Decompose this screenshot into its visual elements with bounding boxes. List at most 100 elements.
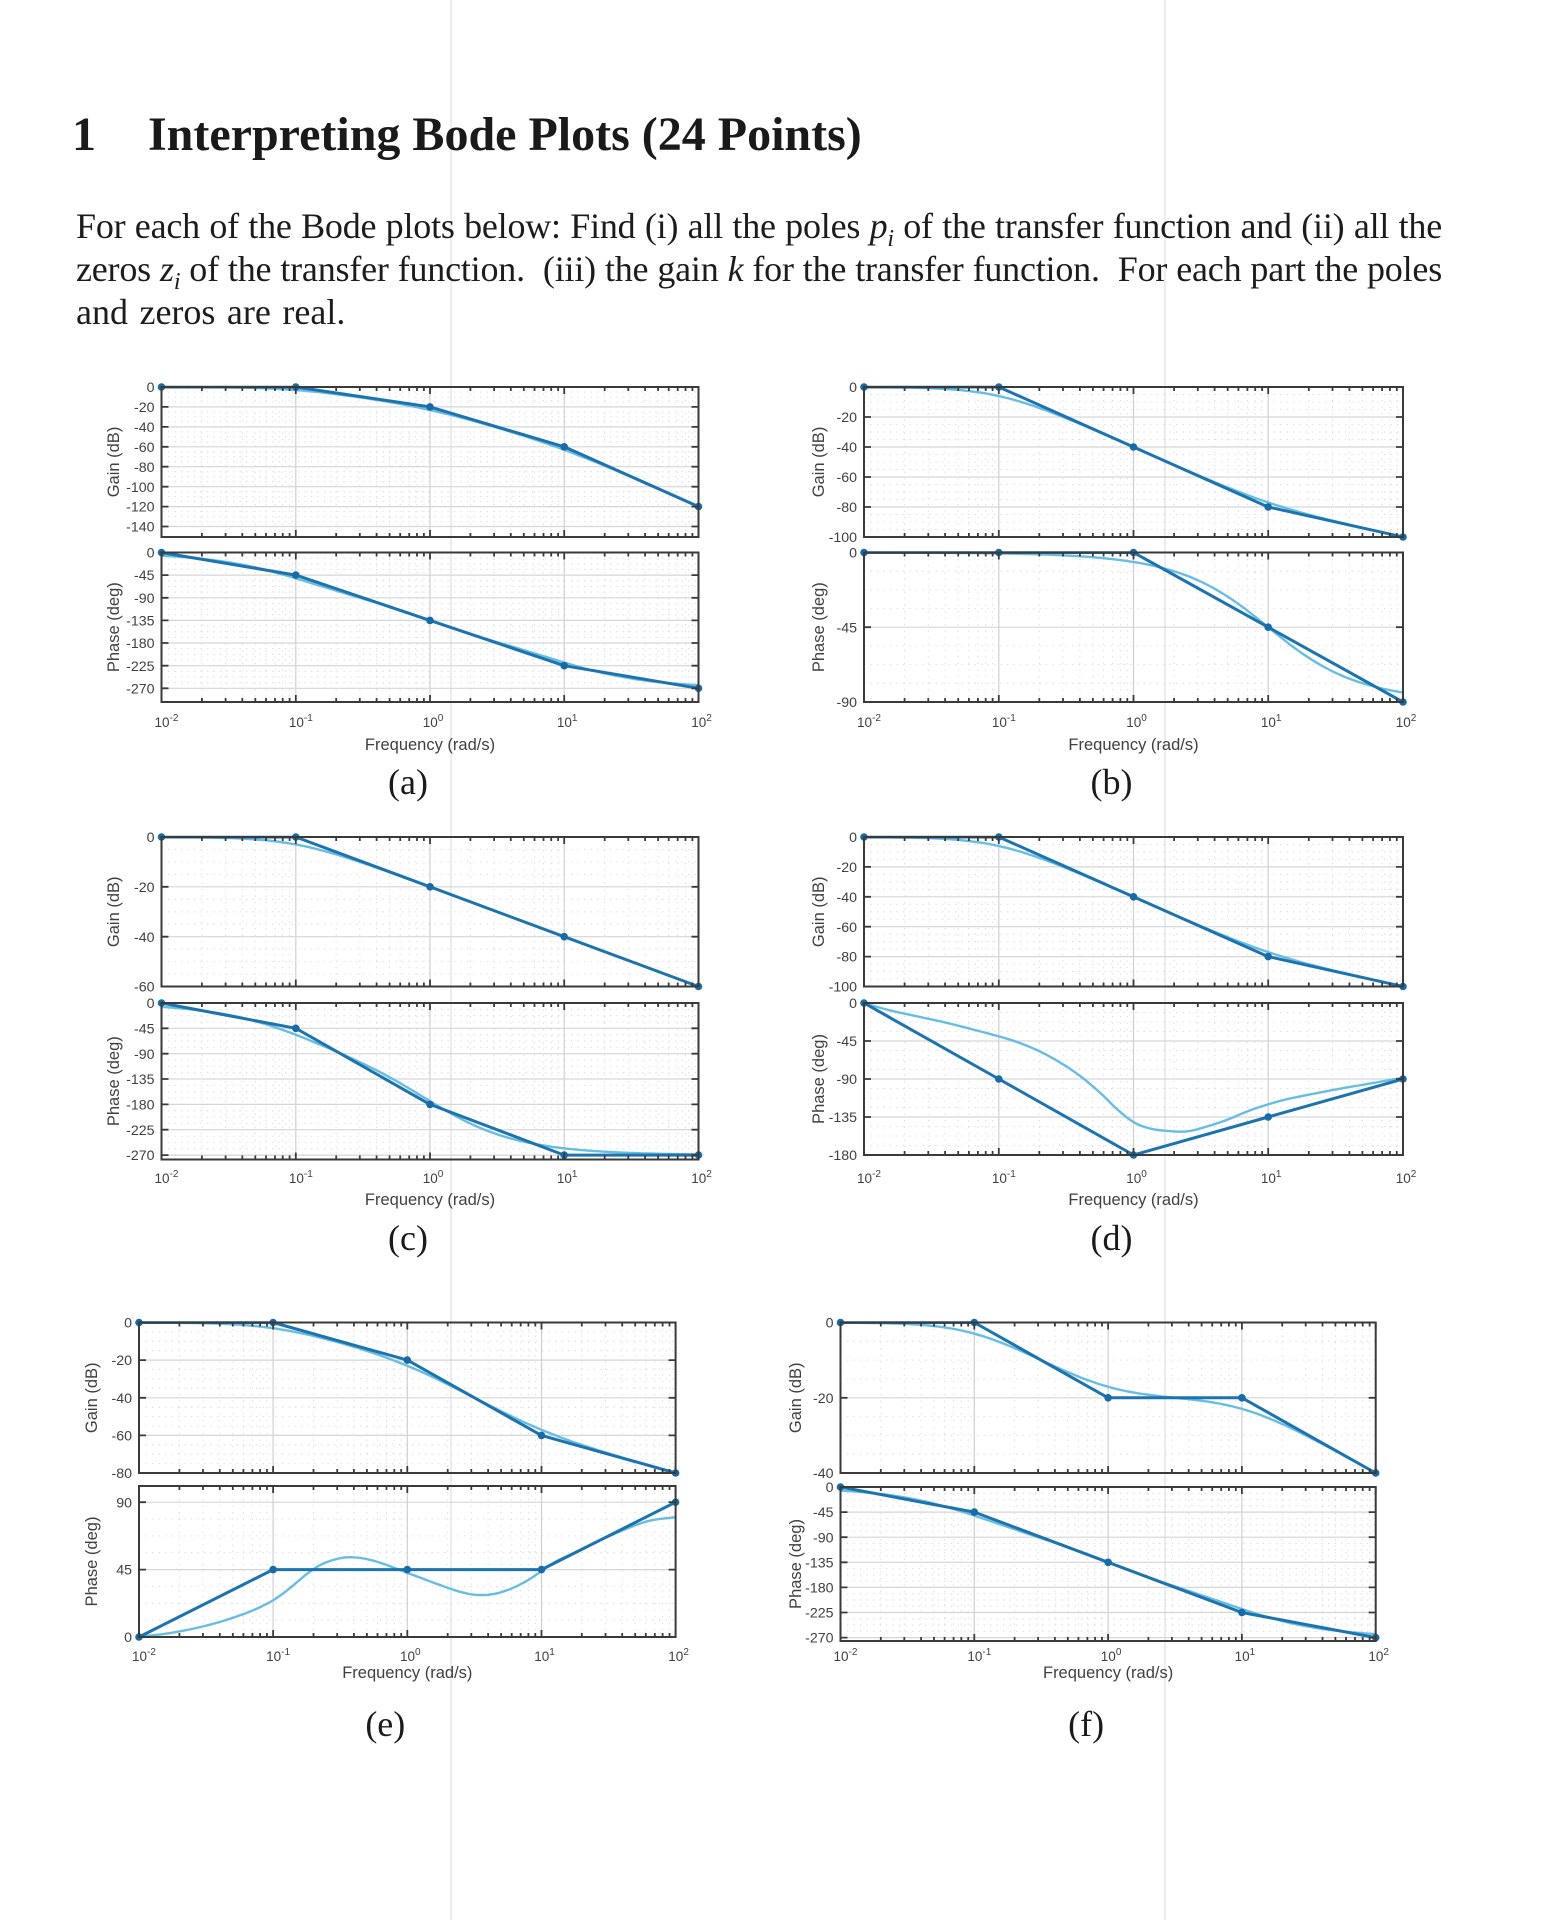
svg-text:-40: -40 (813, 1466, 834, 1482)
svg-text:-135: -135 (126, 1072, 155, 1088)
svg-text:-100: -100 (829, 530, 858, 546)
svg-text:Frequency (rad/s): Frequency (rad/s) (365, 736, 495, 754)
svg-text:Phase (deg): Phase (deg) (810, 582, 828, 672)
svg-text:10-1: 10-1 (289, 1169, 313, 1186)
svg-text:-90: -90 (836, 695, 857, 711)
svg-text:(e): (e) (365, 1704, 405, 1744)
svg-text:102: 102 (691, 713, 712, 730)
svg-text:-40: -40 (134, 930, 155, 946)
svg-text:-135: -135 (829, 1110, 858, 1126)
svg-text:10-2: 10-2 (132, 1647, 156, 1664)
svg-text:-20: -20 (813, 1391, 834, 1407)
svg-text:Frequency (rad/s): Frequency (rad/s) (1068, 736, 1198, 754)
svg-text:0: 0 (147, 996, 155, 1012)
svg-text:Gain (dB): Gain (dB) (810, 876, 828, 947)
svg-text:100: 100 (400, 1647, 421, 1664)
svg-text:-60: -60 (134, 980, 155, 996)
svg-text:-20: -20 (134, 880, 155, 896)
svg-text:Gain (dB): Gain (dB) (105, 427, 123, 498)
svg-text:100: 100 (423, 713, 444, 730)
svg-text:0: 0 (826, 1480, 834, 1496)
svg-text:-80: -80 (836, 500, 857, 516)
svg-text:-20: -20 (134, 400, 155, 416)
svg-text:-180: -180 (126, 636, 155, 652)
svg-text:-90: -90 (836, 1072, 857, 1088)
svg-text:-40: -40 (836, 890, 857, 906)
svg-text:-45: -45 (134, 1021, 155, 1037)
svg-text:10-2: 10-2 (155, 713, 179, 730)
svg-text:100: 100 (1126, 1169, 1147, 1186)
svg-text:90: 90 (116, 1495, 132, 1511)
svg-text:-90: -90 (134, 591, 155, 607)
svg-text:-20: -20 (836, 860, 857, 876)
svg-text:Frequency (rad/s): Frequency (rad/s) (365, 1191, 495, 1209)
svg-text:10-2: 10-2 (857, 1169, 881, 1186)
svg-text:-120: -120 (126, 500, 155, 516)
svg-text:(d): (d) (1091, 1218, 1133, 1258)
svg-text:10-2: 10-2 (834, 1647, 858, 1664)
svg-text:0: 0 (849, 996, 857, 1012)
svg-text:Gain (dB): Gain (dB) (105, 876, 123, 947)
svg-text:Gain (dB): Gain (dB) (83, 1362, 101, 1433)
svg-text:0: 0 (849, 830, 857, 846)
svg-text:-225: -225 (126, 1123, 155, 1139)
svg-text:-100: -100 (829, 980, 858, 996)
svg-text:Phase (deg): Phase (deg) (83, 1517, 101, 1607)
svg-text:102: 102 (1396, 1169, 1417, 1186)
svg-text:-100: -100 (126, 480, 155, 496)
svg-text:Gain (dB): Gain (dB) (810, 427, 828, 498)
svg-text:102: 102 (691, 1169, 712, 1186)
svg-text:10-2: 10-2 (155, 1169, 179, 1186)
svg-text:0: 0 (849, 380, 857, 396)
svg-text:Phase (deg): Phase (deg) (105, 582, 123, 672)
svg-text:0: 0 (147, 830, 155, 846)
svg-text:-60: -60 (134, 440, 155, 456)
svg-text:0: 0 (826, 1316, 834, 1332)
svg-text:-45: -45 (813, 1505, 834, 1521)
svg-text:-270: -270 (126, 1148, 155, 1164)
svg-text:-135: -135 (805, 1555, 834, 1571)
svg-text:0: 0 (849, 546, 857, 562)
svg-text:-180: -180 (126, 1098, 155, 1114)
svg-text:(a): (a) (388, 762, 428, 802)
svg-text:(b): (b) (1091, 762, 1133, 802)
svg-text:-225: -225 (126, 659, 155, 675)
svg-text:101: 101 (1261, 713, 1282, 730)
svg-text:10-2: 10-2 (857, 713, 881, 730)
svg-text:100: 100 (1101, 1647, 1122, 1664)
svg-text:Phase (deg): Phase (deg) (787, 1519, 805, 1609)
svg-text:-45: -45 (836, 1034, 857, 1050)
svg-text:(f): (f) (1068, 1704, 1104, 1744)
svg-text:-80: -80 (111, 1466, 132, 1482)
svg-text:-40: -40 (111, 1391, 132, 1407)
svg-text:0: 0 (147, 380, 155, 396)
svg-text:-60: -60 (111, 1429, 132, 1445)
svg-text:100: 100 (423, 1169, 444, 1186)
svg-text:45: 45 (116, 1563, 132, 1579)
svg-text:-90: -90 (134, 1047, 155, 1063)
svg-text:101: 101 (1261, 1169, 1282, 1186)
svg-text:Frequency (rad/s): Frequency (rad/s) (342, 1664, 472, 1682)
svg-text:10-1: 10-1 (992, 713, 1016, 730)
svg-text:-45: -45 (836, 620, 857, 636)
svg-text:-80: -80 (134, 460, 155, 476)
svg-text:Phase (deg): Phase (deg) (810, 1034, 828, 1124)
svg-text:-45: -45 (134, 568, 155, 584)
svg-text:Frequency (rad/s): Frequency (rad/s) (1043, 1664, 1173, 1682)
svg-text:-90: -90 (813, 1530, 834, 1546)
svg-text:-60: -60 (836, 920, 857, 936)
svg-text:-40: -40 (134, 420, 155, 436)
svg-text:-225: -225 (805, 1606, 834, 1622)
svg-text:-60: -60 (836, 470, 857, 486)
svg-text:-80: -80 (836, 950, 857, 966)
svg-text:0: 0 (124, 1630, 132, 1646)
svg-text:101: 101 (534, 1647, 555, 1664)
svg-text:-40: -40 (836, 440, 857, 456)
svg-text:0: 0 (147, 546, 155, 562)
svg-text:10-1: 10-1 (266, 1647, 290, 1664)
svg-text:101: 101 (557, 1169, 578, 1186)
svg-text:102: 102 (668, 1647, 689, 1664)
svg-text:-140: -140 (126, 520, 155, 536)
svg-text:-20: -20 (111, 1353, 132, 1369)
svg-text:-270: -270 (805, 1631, 834, 1647)
